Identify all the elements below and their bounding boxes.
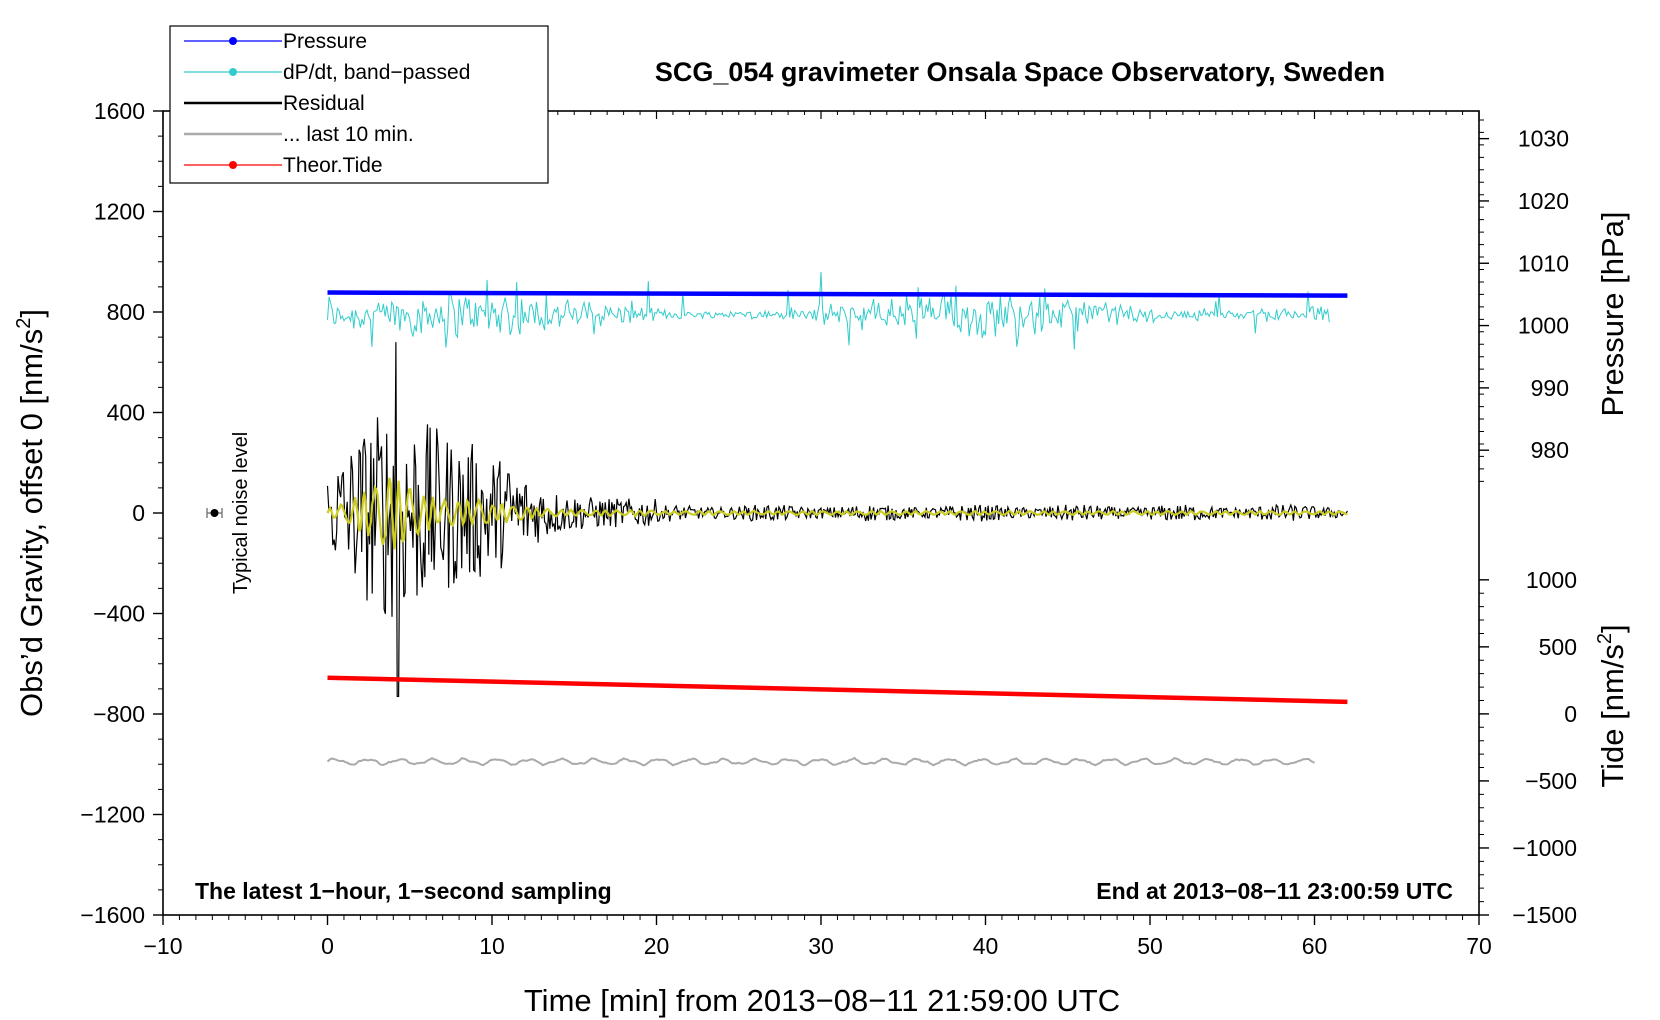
y-tick-label: −800: [93, 701, 145, 727]
pressure-tick-label: 1030: [1518, 126, 1569, 152]
tide-tick-label: −1500: [1512, 902, 1577, 928]
tide-tick-label: 1000: [1526, 567, 1577, 593]
last-10-min-line: [326, 756, 1316, 767]
x-tick-label: 70: [1466, 933, 1492, 959]
x-tick-label: 0: [321, 933, 334, 959]
noise-level-label: Typical noise level: [230, 432, 252, 594]
y-tick-label: −400: [93, 601, 145, 627]
tide-line: [327, 675, 1348, 705]
legend: Pressure dP/dt, band−passed Residual ... la…: [169, 25, 549, 184]
y-axis-ticks: 1600 1200 800 400 0 −400 −800 −1200 −1600: [80, 98, 163, 928]
legend-marker: [229, 68, 237, 76]
x-tick-label: −10: [143, 933, 182, 959]
x-tick-label: 40: [973, 933, 999, 959]
chart-title: SCG_054 gravimeter Onsala Space Observat…: [655, 57, 1385, 87]
legend-label: Theor.Tide: [283, 154, 383, 177]
pressure-tick-label: 1010: [1518, 250, 1569, 276]
x-tick-label: 30: [808, 933, 834, 959]
y-tick-label: 0: [132, 500, 145, 526]
pressure-tick-label: 1020: [1518, 188, 1569, 214]
x-tick-label: 50: [1137, 933, 1163, 959]
y-tick-label: 400: [107, 400, 145, 426]
y-tick-label: 1600: [94, 98, 145, 124]
tide-tick-label: −500: [1525, 768, 1577, 794]
y-axis-title-pressure: Pressure [hPa]: [1595, 211, 1630, 416]
pressure-tick-label: 1000: [1518, 313, 1569, 339]
y-tick-label: −1600: [80, 902, 145, 928]
y-axis-title-left: Obs’d Gravity, offset 0 [nm/s2]: [13, 309, 49, 717]
legend-label: Pressure: [283, 30, 367, 53]
annotation-sampling: The latest 1−hour, 1−second sampling: [195, 878, 612, 904]
y-axis-title-tide: Tide [nm/s2]: [1594, 624, 1630, 787]
y-tick-label: 1200: [94, 199, 145, 225]
y-tick-label: 800: [107, 299, 145, 325]
legend-label: ... last 10 min.: [283, 123, 414, 146]
tide-tick-label: 0: [1564, 701, 1577, 727]
series-group: [326, 271, 1348, 767]
annotation-end-time: End at 2013−08−11 23:00:59 UTC: [1096, 878, 1453, 904]
pressure-axis-ticks: 1030 1020 1010 1000 990 980: [1479, 126, 1569, 463]
pressure-line: [327, 290, 1348, 298]
x-axis-ticks: −10 0 10 20 30 40 50 60 70: [143, 111, 1492, 959]
legend-label: dP/dt, band−passed: [283, 61, 470, 84]
legend-marker: [229, 161, 237, 169]
tide-tick-label: 500: [1539, 634, 1577, 660]
y-tick-label: −1200: [80, 802, 145, 828]
tide-axis-ticks: 1000 500 0 −500 −1000 −1500: [1479, 567, 1577, 928]
x-tick-label: 10: [479, 933, 505, 959]
pressure-tick-label: 980: [1531, 437, 1569, 463]
dpdt-line: [327, 271, 1330, 350]
legend-marker: [229, 37, 237, 45]
noise-marker: [206, 508, 223, 518]
x-tick-label: 20: [644, 933, 670, 959]
residual-smooth-line: [326, 477, 1348, 550]
tide-tick-label: −1000: [1512, 835, 1577, 861]
pressure-tick-label: 990: [1531, 375, 1569, 401]
residual-line: [326, 342, 1348, 697]
legend-label: Residual: [283, 92, 365, 115]
x-tick-label: 60: [1302, 933, 1328, 959]
x-axis-title: Time [min] from 2013−08−11 21:59:00 UTC: [524, 983, 1120, 1018]
legend-box: [169, 25, 549, 184]
